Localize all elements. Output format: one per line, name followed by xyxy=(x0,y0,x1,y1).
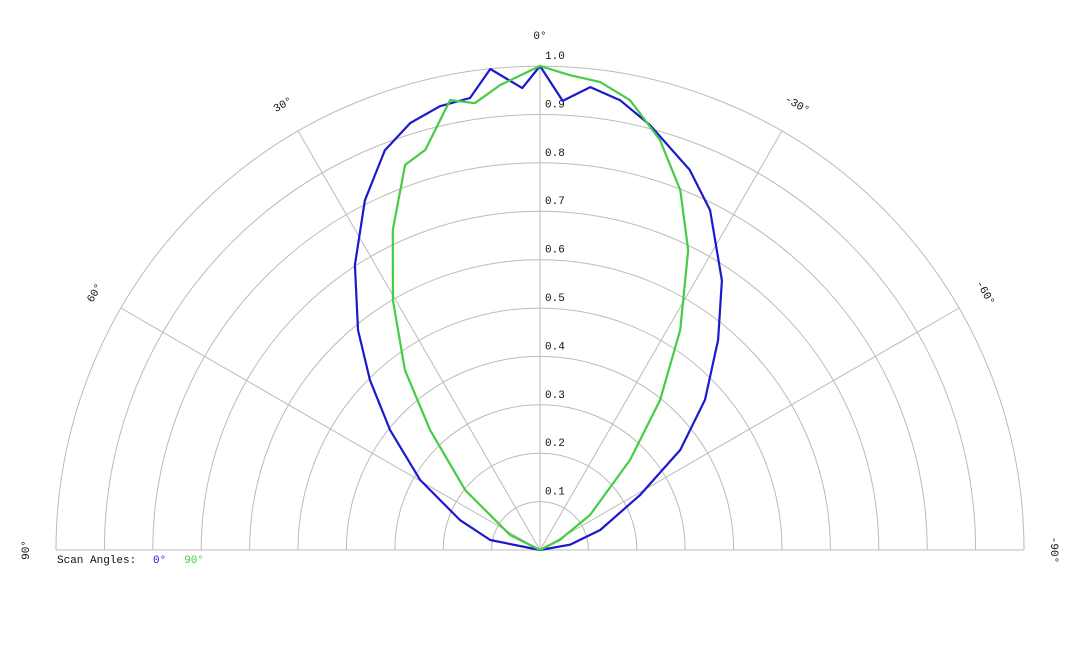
polar-line xyxy=(353,64,723,552)
grid-spoke xyxy=(539,130,783,551)
grid-spoke xyxy=(297,130,541,551)
theta-tick-label: 90° xyxy=(21,540,33,560)
theta-tick-label: -60° xyxy=(973,279,997,308)
theta-tick-label: 60° xyxy=(85,282,105,305)
r-tick-label: 0.8 xyxy=(545,148,565,160)
legend-entry: 90° xyxy=(184,555,204,567)
theta-tick-label: 0° xyxy=(533,31,546,43)
r-tick-label: 0.7 xyxy=(545,196,565,208)
r-tick-label: 0.5 xyxy=(545,293,565,305)
legend-title: Scan Angles: xyxy=(57,555,136,567)
grid-spoke xyxy=(539,307,960,551)
r-tick-label: 0.6 xyxy=(545,245,565,257)
r-tick-label: 0.2 xyxy=(545,438,565,450)
r-tick-label: 0.9 xyxy=(545,99,565,111)
theta-tick-label: 30° xyxy=(272,95,295,115)
theta-tick-label: -30° xyxy=(782,94,811,118)
r-tick-label: 0.4 xyxy=(545,341,565,353)
theta-tick-label: -90° xyxy=(1047,537,1059,563)
polar-line xyxy=(391,64,690,551)
legend-entry: 0° xyxy=(153,555,166,567)
r-tick-label: 0.1 xyxy=(545,487,565,499)
grid-spoke xyxy=(120,307,541,551)
r-tick-label: 0.3 xyxy=(545,390,565,402)
r-tick-label: 1.0 xyxy=(545,51,565,63)
